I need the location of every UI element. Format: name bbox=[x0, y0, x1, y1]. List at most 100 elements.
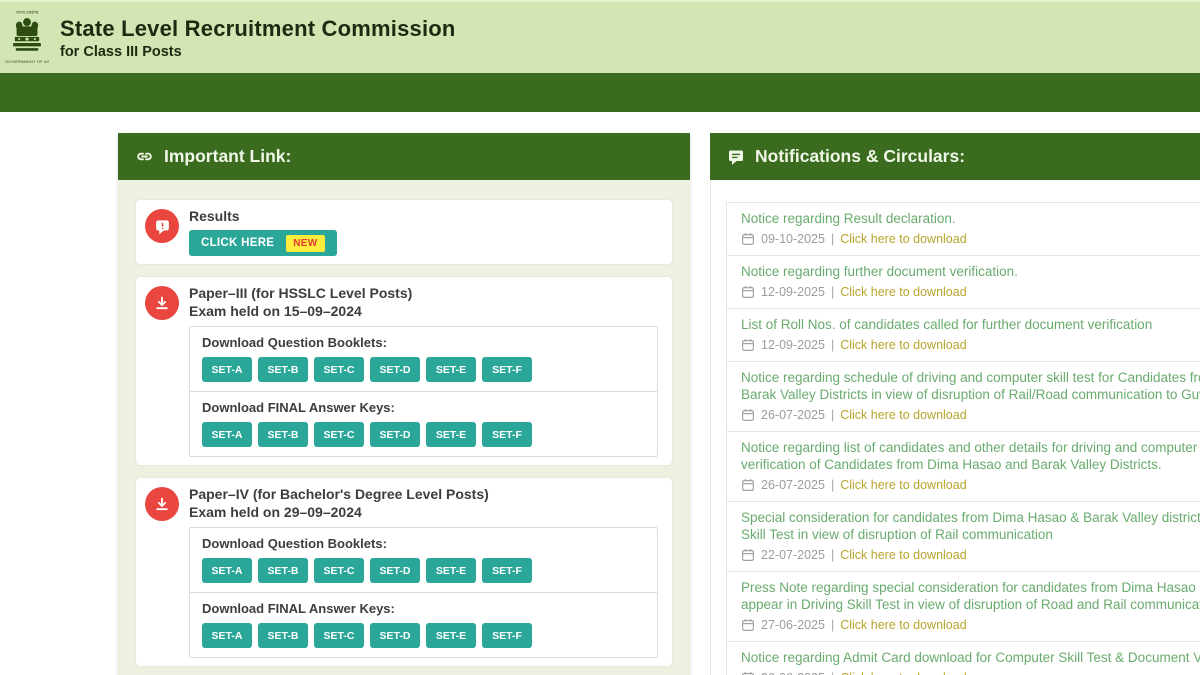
paper-3-key-set-e-button[interactable]: SET-E bbox=[426, 422, 476, 447]
notice-date: 09-10-2025 bbox=[761, 232, 825, 246]
question-booklets-label: Download Question Booklets: bbox=[202, 335, 387, 350]
calendar-icon bbox=[742, 339, 755, 352]
download-link[interactable]: Click here to download bbox=[840, 478, 967, 492]
results-icon-circle bbox=[145, 209, 179, 243]
download-link[interactable]: Click here to download bbox=[840, 338, 967, 352]
paper-4-card: Paper–IV (for Bachelor's Degree Level Po… bbox=[136, 478, 672, 666]
important-link-title: Important Link: bbox=[164, 146, 292, 166]
notice-date: 26-07-2025 bbox=[761, 408, 825, 422]
notification-item: Notice regarding further document verifi… bbox=[726, 255, 1200, 309]
notification-item: Special consideration for candidates fro… bbox=[726, 501, 1200, 572]
paper-4-answer-keys-section: Download FINAL Answer Keys: SET-A SET-B … bbox=[190, 592, 657, 657]
paper-3-booklet-set-d-button[interactable]: SET-D bbox=[370, 357, 420, 382]
calendar-icon bbox=[742, 479, 755, 492]
paper-4-booklet-set-b-button[interactable]: SET-B bbox=[258, 558, 308, 583]
separator: | bbox=[830, 618, 835, 632]
download-link[interactable]: Click here to download bbox=[840, 548, 967, 562]
emblem-caption-bottom: GOVERNMENT OF ASSAM bbox=[5, 59, 49, 64]
download-icon bbox=[156, 296, 168, 310]
paper-3-key-set-c-button[interactable]: SET-C bbox=[314, 422, 364, 447]
site-title: State Level Recruitment Commission bbox=[60, 15, 456, 41]
paper-3-key-set-f-button[interactable]: SET-F bbox=[482, 422, 532, 447]
paper-3-booklet-set-e-button[interactable]: SET-E bbox=[426, 357, 476, 382]
download-link[interactable]: Click here to download bbox=[840, 408, 967, 422]
notice-title: Skill Test in view of disruption of Rail… bbox=[741, 527, 1053, 542]
notice-title: Notice regarding Result declaration. bbox=[741, 211, 956, 226]
paper-3-key-set-d-button[interactable]: SET-D bbox=[370, 422, 420, 447]
answer-keys-label: Download FINAL Answer Keys: bbox=[202, 400, 395, 415]
ashoka-emblem-icon bbox=[13, 17, 41, 51]
chat-bubble-icon bbox=[729, 150, 743, 165]
download-link[interactable]: Click here to download bbox=[840, 232, 967, 246]
calendar-icon bbox=[742, 233, 755, 246]
paper-4-key-set-b-button[interactable]: SET-B bbox=[258, 623, 308, 648]
paper-3-icon-circle bbox=[145, 286, 179, 320]
paper-4-icon-circle bbox=[145, 487, 179, 521]
calendar-icon bbox=[742, 619, 755, 632]
paper-4-key-set-e-button[interactable]: SET-E bbox=[426, 623, 476, 648]
download-link[interactable]: Click here to download bbox=[840, 670, 966, 675]
paper-3-downloads-box: Download Question Booklets: SET-A SET-B … bbox=[189, 326, 658, 457]
paper-4-booklet-set-c-button[interactable]: SET-C bbox=[314, 558, 364, 583]
download-icon bbox=[156, 497, 168, 511]
separator: | bbox=[830, 478, 835, 492]
separator: | bbox=[830, 285, 835, 299]
notifications-list: Notice regarding Result declaration. 09-… bbox=[710, 180, 1200, 675]
separator: | bbox=[831, 670, 834, 675]
paper-3-booklet-set-c-button[interactable]: SET-C bbox=[314, 357, 364, 382]
answer-keys-label: Download FINAL Answer Keys: bbox=[202, 601, 395, 616]
separator: | bbox=[830, 338, 835, 352]
paper-4-key-set-f-button[interactable]: SET-F bbox=[482, 623, 532, 648]
paper-3-key-set-b-button[interactable]: SET-B bbox=[258, 422, 308, 447]
paper-3-booklet-set-a-button[interactable]: SET-A bbox=[202, 357, 252, 382]
site-subtitle: for Class III Posts bbox=[60, 43, 182, 60]
paper-3-key-set-a-button[interactable]: SET-A bbox=[202, 422, 252, 447]
new-badge: NEW bbox=[286, 234, 325, 252]
paper-4-key-set-d-button[interactable]: SET-D bbox=[370, 623, 420, 648]
navbar bbox=[0, 73, 1200, 112]
calendar-icon bbox=[742, 672, 754, 675]
paper-3-title: Paper–III (for HSSLC Level Posts) bbox=[189, 285, 413, 301]
paper-4-title: Paper–IV (for Bachelor's Degree Level Po… bbox=[189, 486, 489, 502]
separator: | bbox=[830, 548, 835, 562]
notification-item: Notice regarding Admit Card download for… bbox=[726, 641, 1200, 675]
notification-item: Notice regarding schedule of driving and… bbox=[726, 361, 1200, 432]
paper-4-key-set-a-button[interactable]: SET-A bbox=[202, 623, 252, 648]
paper-4-booklet-set-f-button[interactable]: SET-F bbox=[482, 558, 532, 583]
notification-item: Notice regarding Result declaration. 09-… bbox=[726, 202, 1200, 256]
calendar-icon bbox=[742, 549, 755, 562]
notice-title: Press Note regarding special considerati… bbox=[741, 580, 1200, 595]
notice-title: Notice regarding list of candidates and … bbox=[741, 440, 1200, 455]
notice-title: List of Roll Nos. of candidates called f… bbox=[741, 317, 1153, 332]
paper-4-booklet-set-a-button[interactable]: SET-A bbox=[202, 558, 252, 583]
notice-title: verification of Candidates from Dima Has… bbox=[741, 457, 1162, 472]
notice-date: 12-09-2025 bbox=[761, 285, 825, 299]
paper-3-booklet-set-b-button[interactable]: SET-B bbox=[258, 357, 308, 382]
emblem-caption-top: অসম চৰকাৰ bbox=[15, 11, 39, 16]
download-link[interactable]: Click here to download bbox=[840, 285, 967, 299]
results-card: Results CLICK HERE NEW bbox=[136, 200, 672, 264]
notice-date: 27-06-2025 bbox=[761, 618, 825, 632]
results-click-here-button[interactable]: CLICK HERE NEW bbox=[189, 230, 337, 256]
site-header: অসম চৰকাৰ GOVERNMENT OF ASSAM State Leve… bbox=[0, 0, 1200, 73]
notice-title: Notice regarding schedule of driving and… bbox=[741, 370, 1200, 385]
notification-item: Press Note regarding special considerati… bbox=[726, 571, 1200, 642]
announcement-bubble-icon bbox=[155, 219, 169, 234]
paper-4-booklet-set-d-button[interactable]: SET-D bbox=[370, 558, 420, 583]
paper-4-exam-date: Exam held on 29–09–2024 bbox=[189, 504, 362, 520]
paper-4-downloads-box: Download Question Booklets: SET-A SET-B … bbox=[189, 527, 658, 658]
paper-3-booklet-set-f-button[interactable]: SET-F bbox=[482, 357, 532, 382]
paper-4-question-booklets-section: Download Question Booklets: SET-A SET-B … bbox=[190, 528, 657, 592]
notice-date: 22-07-2025 bbox=[761, 548, 825, 562]
notice-date: 26-07-2025 bbox=[761, 478, 825, 492]
important-link-header: Important Link: bbox=[118, 133, 690, 180]
paper-4-key-set-c-button[interactable]: SET-C bbox=[314, 623, 364, 648]
paper-4-booklet-set-e-button[interactable]: SET-E bbox=[426, 558, 476, 583]
notice-title: Barak Valley Districts in view of disrup… bbox=[741, 387, 1200, 402]
paper-3-exam-date: Exam held on 15–09–2024 bbox=[189, 303, 362, 319]
question-booklets-label: Download Question Booklets: bbox=[202, 536, 387, 551]
notifications-panel: Notifications & Circulars: Notice regard… bbox=[710, 133, 1200, 675]
download-link[interactable]: Click here to download bbox=[840, 618, 967, 632]
paper-3-answer-keys-section: Download FINAL Answer Keys: SET-A SET-B … bbox=[190, 391, 657, 456]
